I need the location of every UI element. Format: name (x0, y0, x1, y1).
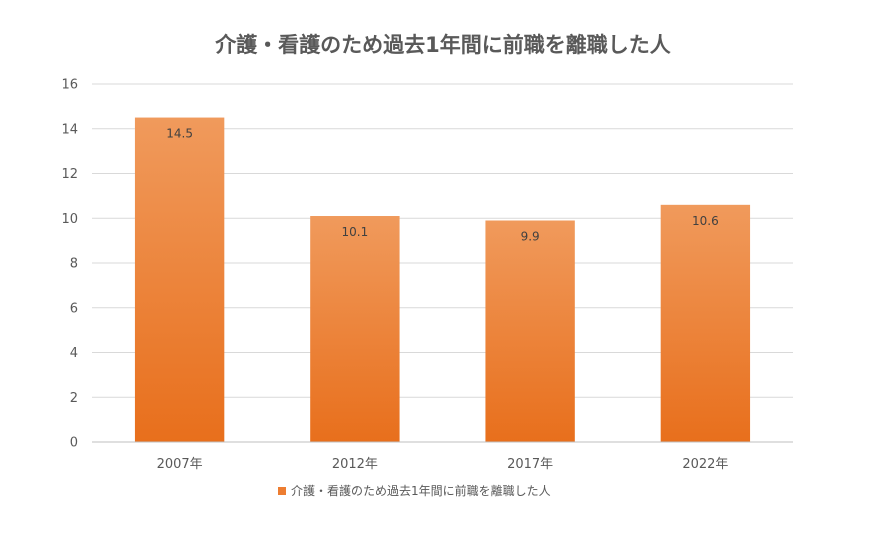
bars (134, 117, 751, 442)
y-tick-label: 4 (70, 346, 78, 361)
data-label: 10.6 (692, 214, 719, 228)
y-axis-ticks: 0 2 4 6 8 10 12 14 16 (61, 78, 78, 451)
chart-title: 介護・看護のため過去1年間に前職を離職した人 (214, 33, 671, 57)
y-tick-label: 12 (61, 167, 78, 182)
legend: 介護・看護のため過去1年間に前職を離職した人 (278, 483, 551, 498)
y-tick-label: 2 (70, 391, 78, 406)
bar (485, 220, 575, 442)
y-tick-label: 8 (70, 257, 78, 272)
y-tick-label: 0 (70, 436, 78, 451)
x-category-label: 2022年 (682, 457, 728, 472)
legend-label: 介護・看護のため過去1年間に前職を離職した人 (291, 483, 551, 498)
data-label: 14.5 (166, 127, 193, 141)
data-labels: 14.5 10.1 9.9 10.6 (166, 127, 718, 244)
bar (660, 204, 751, 442)
y-tick-label: 14 (61, 122, 78, 137)
x-category-label: 2012年 (332, 457, 378, 472)
data-label: 10.1 (342, 225, 369, 239)
y-tick-label: 10 (61, 212, 78, 227)
legend-swatch (278, 487, 286, 495)
y-tick-label: 6 (70, 301, 78, 316)
y-tick-label: 16 (61, 78, 78, 93)
x-category-label: 2017年 (507, 457, 553, 472)
bar (134, 117, 225, 442)
data-label: 9.9 (521, 229, 540, 243)
x-category-label: 2007年 (157, 457, 203, 472)
x-axis-categories: 2007年 2012年 2017年 2022年 (157, 457, 729, 472)
bar (310, 216, 400, 442)
